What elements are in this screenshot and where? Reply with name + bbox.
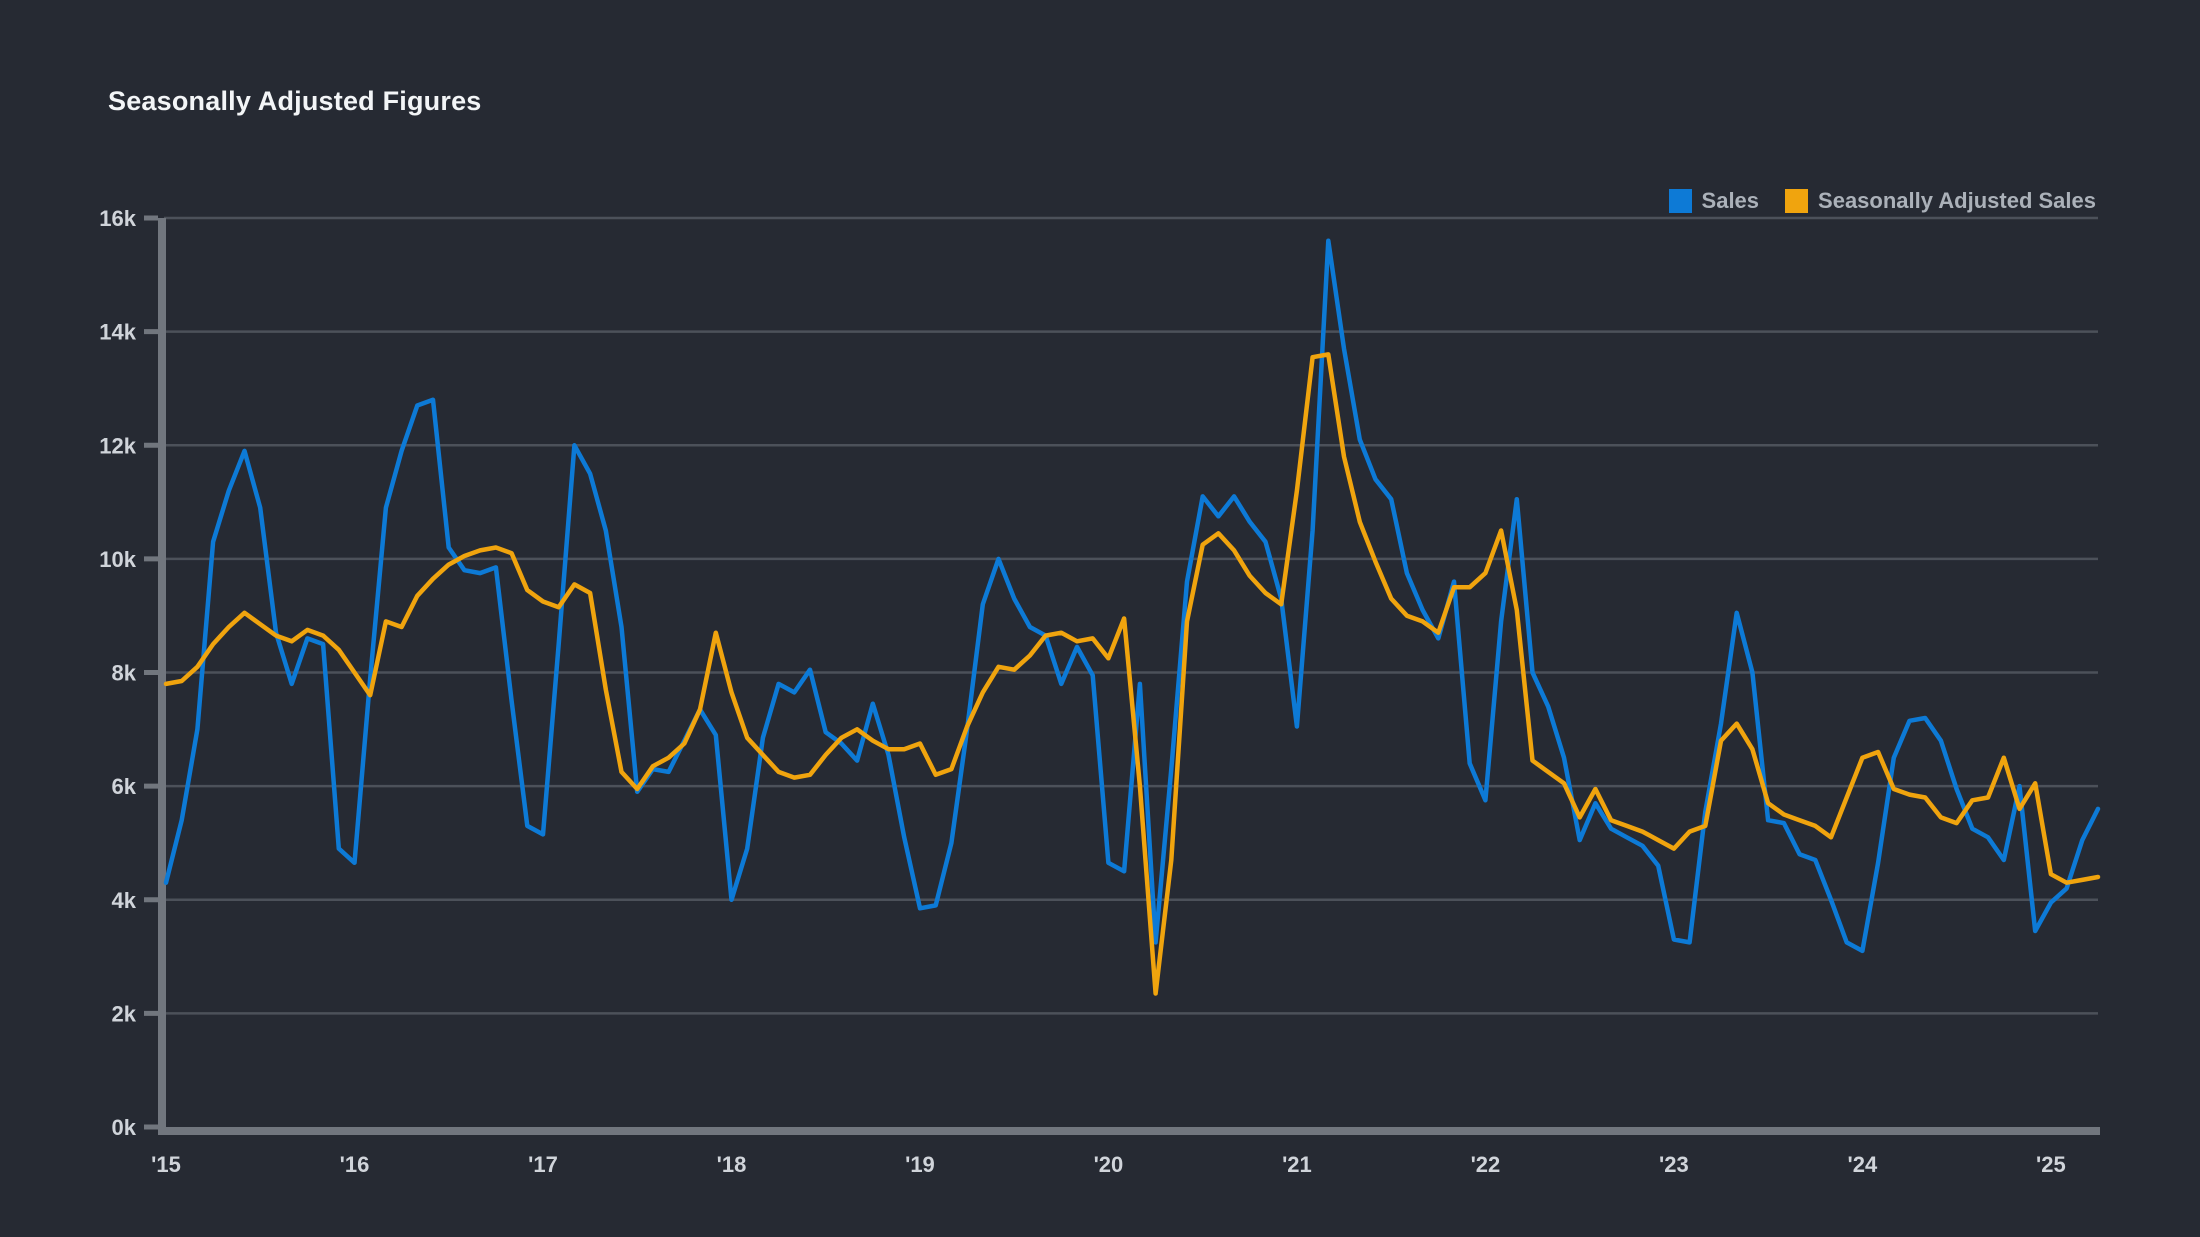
x-tick-label: '20 bbox=[1094, 1152, 1124, 1177]
x-tick-label: '24 bbox=[1848, 1152, 1878, 1177]
chart-title: Seasonally Adjusted Figures bbox=[108, 86, 482, 116]
y-tick-label: 0k bbox=[112, 1115, 137, 1140]
y-tick-label: 10k bbox=[99, 547, 136, 572]
legend: Sales Seasonally Adjusted Sales bbox=[1668, 188, 2096, 214]
adjusted-sales-swatch-icon bbox=[1785, 189, 1809, 213]
y-tick-label: 16k bbox=[99, 206, 136, 231]
y-tick bbox=[144, 215, 158, 221]
y-tick bbox=[144, 442, 158, 448]
x-tick-label: '19 bbox=[905, 1152, 935, 1177]
x-tick-label: '22 bbox=[1471, 1152, 1501, 1177]
x-tick-label: '16 bbox=[340, 1152, 370, 1177]
sales-swatch-icon bbox=[1668, 189, 1692, 213]
y-tick bbox=[144, 670, 158, 675]
x-tick-label: '18 bbox=[717, 1152, 747, 1177]
x-tick-label: '21 bbox=[1282, 1152, 1312, 1177]
y-tick bbox=[144, 1124, 158, 1130]
y-tick-label: 12k bbox=[99, 433, 136, 458]
y-axis-line bbox=[158, 218, 166, 1135]
legend-label-sales: Sales bbox=[1701, 188, 1760, 213]
y-tick-label: 14k bbox=[99, 320, 136, 345]
y-tick-label: 4k bbox=[112, 888, 137, 913]
x-axis-line bbox=[158, 1127, 2100, 1135]
x-tick-label: '23 bbox=[1659, 1152, 1689, 1177]
x-tick-label: '15 bbox=[151, 1152, 181, 1177]
x-tick-label: '25 bbox=[2036, 1152, 2066, 1177]
y-tick bbox=[144, 329, 158, 335]
series-line-sales bbox=[163, 238, 2101, 954]
series-line-adjusted-sales bbox=[163, 352, 2101, 996]
y-tick-label: 8k bbox=[112, 661, 137, 686]
legend-item-adjusted-sales[interactable]: Seasonally Adjusted Sales bbox=[1785, 188, 2096, 214]
y-tick bbox=[144, 783, 158, 789]
legend-label-adjusted-sales: Seasonally Adjusted Sales bbox=[1818, 188, 2096, 213]
x-tick-label: '17 bbox=[528, 1152, 558, 1177]
legend-item-sales[interactable]: Sales bbox=[1668, 188, 1760, 214]
y-tick bbox=[144, 556, 158, 562]
y-tick bbox=[144, 897, 158, 903]
y-tick-label: 6k bbox=[112, 774, 137, 799]
y-tick-label: 2k bbox=[112, 1001, 137, 1026]
y-tick bbox=[144, 1010, 158, 1016]
